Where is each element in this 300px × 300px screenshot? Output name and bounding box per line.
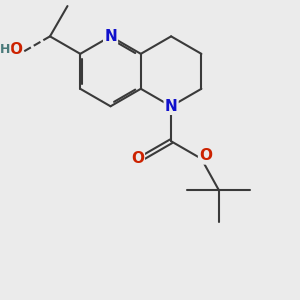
Text: N: N [104,29,117,44]
Text: O: O [131,151,144,166]
Text: O: O [9,42,22,57]
Text: O: O [199,148,212,164]
Text: N: N [165,99,178,114]
Text: H: H [0,43,10,56]
